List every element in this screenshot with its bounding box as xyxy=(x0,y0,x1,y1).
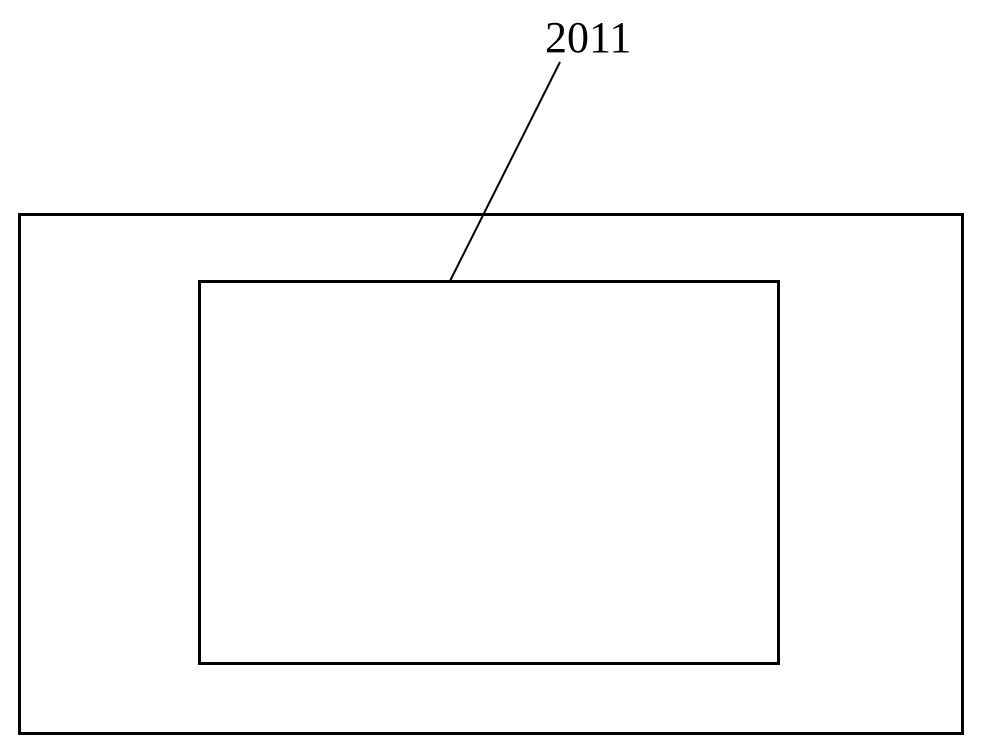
diagram-canvas: 2011 xyxy=(0,0,982,749)
inner-rectangle xyxy=(198,280,780,665)
